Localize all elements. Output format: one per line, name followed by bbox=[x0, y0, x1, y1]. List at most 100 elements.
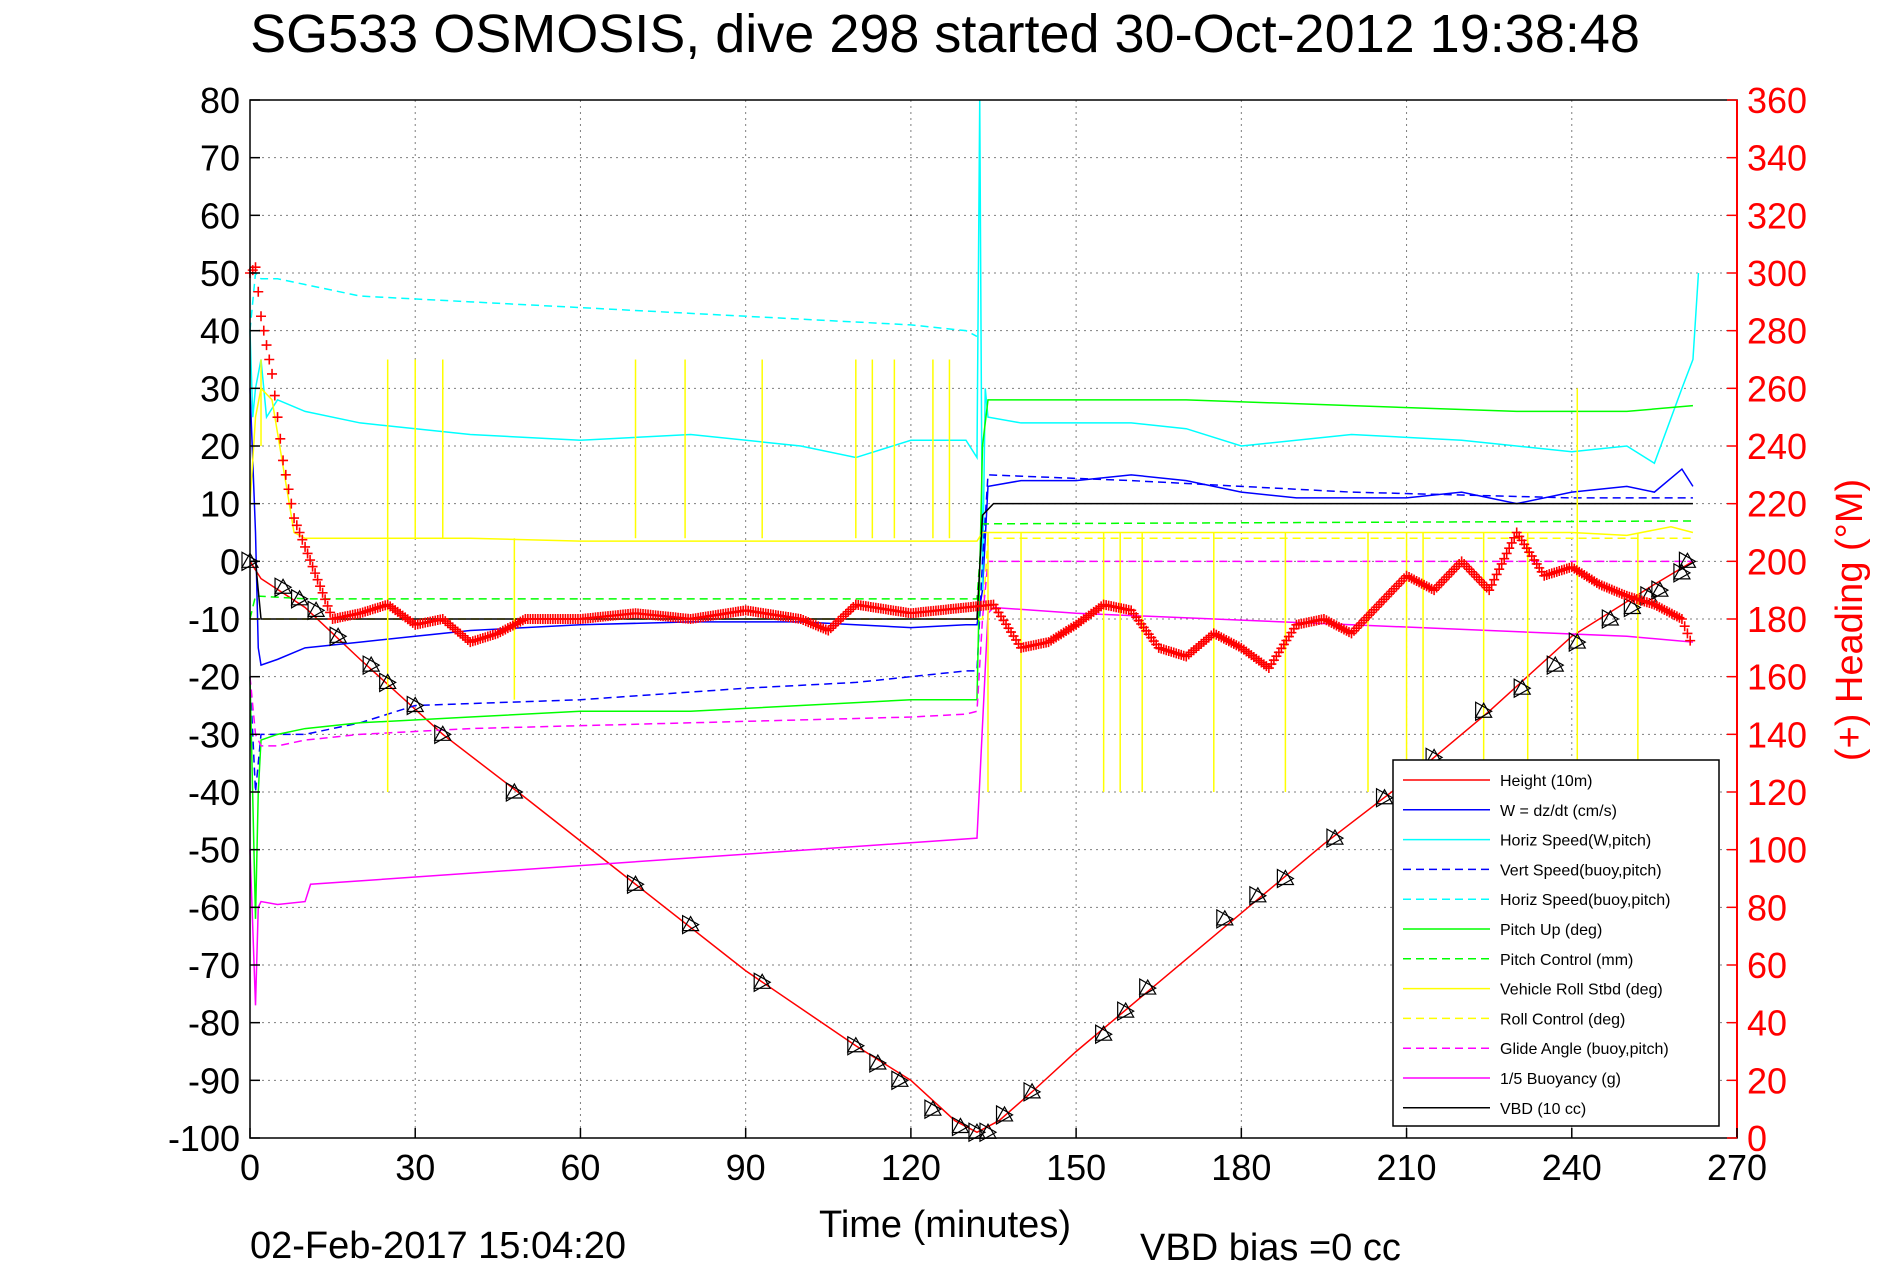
heading-point bbox=[1181, 651, 1192, 662]
heading-point bbox=[1486, 579, 1497, 590]
heading-point bbox=[1321, 615, 1332, 626]
heading-point bbox=[294, 527, 305, 538]
heading-point bbox=[325, 607, 336, 618]
heading-point bbox=[813, 621, 824, 632]
y-right-tick-label: 140 bbox=[1747, 714, 1807, 755]
heading-point bbox=[835, 613, 846, 624]
heading-point bbox=[1601, 582, 1612, 593]
y-left-tick-label: -30 bbox=[188, 714, 240, 755]
heading-point bbox=[1426, 583, 1437, 594]
heading-point bbox=[1073, 617, 1084, 628]
y-left-tick-label: 20 bbox=[200, 426, 240, 467]
heading-point bbox=[502, 623, 513, 634]
heading-point bbox=[1504, 543, 1515, 554]
y-left-tick-label: 80 bbox=[200, 80, 240, 121]
height-marker-triangle-up bbox=[1672, 563, 1691, 580]
height-marker-triangle-right bbox=[362, 655, 381, 676]
heading-point bbox=[1679, 621, 1690, 632]
heading-point bbox=[457, 630, 468, 641]
heading-point bbox=[392, 606, 403, 617]
height-marker-triangle-right bbox=[274, 577, 293, 598]
height-marker-triangle-up bbox=[846, 1036, 865, 1053]
heading-point bbox=[820, 624, 831, 635]
height-marker-triangle-right bbox=[979, 1122, 998, 1143]
height-marker-triangle-right bbox=[1678, 551, 1697, 572]
y-right-tick-label: 60 bbox=[1747, 945, 1787, 986]
legend-label: 1/5 Buoyancy (g) bbox=[1500, 1071, 1621, 1088]
heading-point bbox=[815, 622, 826, 633]
y-left-tick-label: 50 bbox=[200, 253, 240, 294]
height-marker-triangle-right bbox=[1375, 787, 1394, 808]
heading-point bbox=[1499, 553, 1510, 564]
heading-point bbox=[1226, 637, 1237, 648]
height-marker-triangle-up bbox=[995, 1105, 1014, 1122]
heading-point bbox=[312, 574, 323, 585]
heading-point bbox=[1048, 633, 1059, 644]
heading-point bbox=[1419, 579, 1430, 590]
heading-point bbox=[1414, 577, 1425, 588]
height-marker-triangle-up bbox=[1116, 1001, 1135, 1018]
legend-box bbox=[1392, 759, 1720, 1127]
heading-point bbox=[1576, 568, 1587, 579]
heading-point bbox=[492, 628, 503, 639]
heading-point bbox=[300, 541, 311, 552]
heading-point bbox=[1318, 614, 1329, 624]
heading-point bbox=[803, 617, 814, 628]
heading-point bbox=[322, 600, 333, 611]
heading-point bbox=[272, 412, 283, 423]
heading-point bbox=[1406, 573, 1417, 584]
heading-point bbox=[1218, 633, 1229, 644]
heading-point bbox=[1682, 628, 1693, 639]
heading-point bbox=[1051, 632, 1062, 643]
height-marker-triangle-right bbox=[1601, 608, 1620, 630]
height-marker-triangle-right bbox=[290, 588, 309, 609]
heading-point bbox=[1053, 630, 1064, 641]
y-right-tick-label: 220 bbox=[1747, 484, 1807, 525]
y-right-tick-label: 260 bbox=[1747, 368, 1807, 409]
y-left-tick-label: -90 bbox=[188, 1060, 240, 1101]
height-marker-triangle-up bbox=[951, 1117, 970, 1134]
heading-point bbox=[310, 568, 321, 579]
heading-point bbox=[1569, 563, 1580, 574]
heading-point bbox=[1571, 565, 1582, 576]
height-marker-triangle-right bbox=[1651, 580, 1670, 601]
heading-point bbox=[1191, 643, 1202, 654]
heading-point bbox=[1336, 623, 1347, 634]
y-left-tick-label: -50 bbox=[188, 830, 240, 871]
legend-label: Pitch Up (deg) bbox=[1500, 922, 1602, 939]
x-tick-label: 0 bbox=[240, 1147, 260, 1188]
legend-label: Pitch Control (mm) bbox=[1500, 952, 1633, 969]
legend-label: Vehicle Roll Stbd (deg) bbox=[1500, 982, 1663, 999]
x-tick-label: 120 bbox=[881, 1147, 941, 1188]
heading-point bbox=[1233, 641, 1244, 652]
height-marker-triangle-right bbox=[1276, 868, 1295, 889]
heading-point bbox=[280, 469, 291, 480]
heading-point bbox=[830, 618, 841, 629]
x-tick-label: 60 bbox=[560, 1147, 600, 1188]
heading-point bbox=[1604, 583, 1615, 594]
heading-point bbox=[397, 610, 408, 621]
heading-point bbox=[1409, 574, 1420, 585]
height-marker-triangle-up bbox=[1325, 828, 1344, 845]
height-marker-triangle-right bbox=[1249, 885, 1268, 906]
height-marker-triangle-up bbox=[1568, 632, 1587, 649]
height-marker-triangle-up bbox=[1375, 788, 1394, 805]
heading-point bbox=[1676, 614, 1687, 624]
height-marker-triangle-right bbox=[753, 972, 772, 993]
y-right-tick-label: 20 bbox=[1747, 1060, 1787, 1101]
height-marker-triangle-right bbox=[1568, 632, 1587, 653]
heading-point bbox=[1661, 606, 1672, 617]
heading-point bbox=[1261, 661, 1272, 672]
height-marker-triangle-up bbox=[1023, 1082, 1042, 1099]
heading-point bbox=[1323, 616, 1334, 627]
heading-point bbox=[1591, 577, 1602, 588]
heading-point bbox=[1654, 602, 1665, 613]
height-marker-triangle-right bbox=[307, 600, 326, 621]
y-right-tick-label: 120 bbox=[1747, 772, 1807, 813]
height-marker-triangle-right bbox=[869, 1053, 888, 1074]
y-left-tick-label: 40 bbox=[200, 311, 240, 352]
right-axis-ticks: 0 20 40 60 80 100 120 140 160 180 200 220 240 260 280 3… bbox=[1727, 80, 1807, 1159]
heading-point bbox=[1501, 548, 1512, 559]
heading-point bbox=[1046, 635, 1057, 646]
y-right-tick-label: 0 bbox=[1747, 1118, 1767, 1159]
